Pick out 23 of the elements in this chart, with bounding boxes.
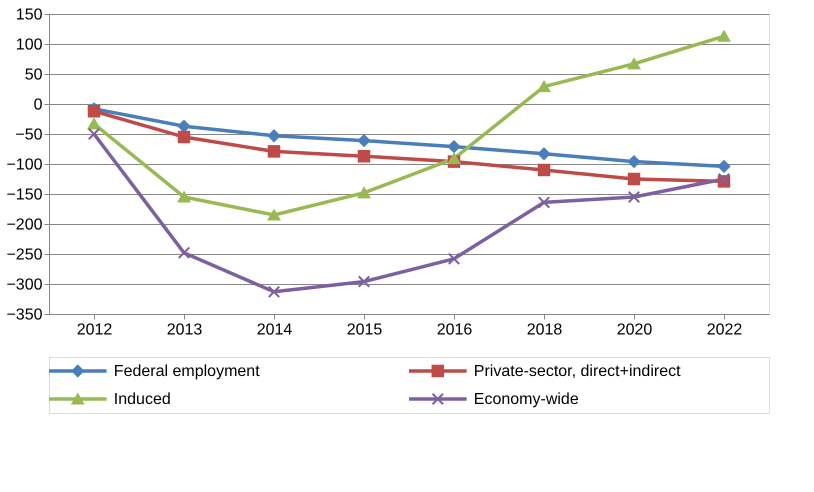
y-tick-label: −200: [6, 216, 43, 234]
x-tick-label: 2014: [256, 322, 292, 338]
x-tick-label: 2016: [436, 322, 472, 338]
x-tick-label: 2015: [346, 322, 382, 338]
y-tick-label: 50: [24, 66, 43, 84]
x-tick-label: 2012: [76, 322, 112, 338]
y-tick-label: −100: [6, 156, 43, 174]
x-tick-label: 2018: [526, 322, 562, 338]
legend-label: Induced: [114, 391, 171, 408]
y-tick-label: −150: [6, 186, 43, 204]
y-tick-label: 150: [16, 6, 43, 24]
x-tick-label: 2013: [166, 322, 202, 338]
legend-label: Private-sector, direct+indirect: [474, 363, 682, 380]
y-tick-label: 0: [34, 96, 43, 114]
legend-label: Economy-wide: [474, 391, 579, 408]
y-tick-label: −350: [6, 306, 43, 324]
y-tick-label: 100: [16, 36, 43, 54]
y-tick-label: −250: [6, 246, 43, 264]
y-tick-label: −50: [15, 126, 43, 144]
y-tick-label: −300: [6, 276, 43, 294]
x-tick-label: 2022: [706, 322, 742, 338]
x-tick-label: 2020: [616, 322, 652, 338]
legend-label: Federal employment: [114, 363, 260, 380]
